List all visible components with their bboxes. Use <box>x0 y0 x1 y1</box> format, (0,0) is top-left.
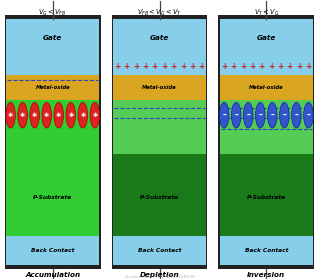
Bar <box>220 236 313 265</box>
Text: ✱: ✱ <box>32 113 37 118</box>
Text: +: + <box>296 62 302 71</box>
Text: +: + <box>258 62 265 71</box>
Bar <box>113 154 206 236</box>
Text: Accumulation: Accumulation <box>25 272 80 278</box>
Bar <box>6 19 99 74</box>
Text: ✱: ✱ <box>80 113 85 118</box>
Text: –: – <box>234 111 238 120</box>
Text: P-Substrate: P-Substrate <box>33 195 72 200</box>
Text: –: – <box>222 111 226 120</box>
Text: ✱: ✱ <box>8 113 13 118</box>
Circle shape <box>256 102 265 128</box>
Bar <box>220 19 313 74</box>
Text: +: + <box>277 62 284 71</box>
Text: Depletion: Depletion <box>140 272 179 278</box>
Text: Back Contact: Back Contact <box>31 248 74 253</box>
Text: +: + <box>170 62 177 71</box>
Bar <box>113 100 206 154</box>
Text: Inversion: Inversion <box>247 272 286 278</box>
Text: Back Contact: Back Contact <box>138 248 181 253</box>
Circle shape <box>304 102 313 128</box>
Text: $V_{FB} < V_G < V_T$: $V_{FB} < V_G < V_T$ <box>137 8 182 18</box>
Text: Gate: Gate <box>43 35 62 41</box>
Text: +: + <box>268 62 274 71</box>
Bar <box>113 74 206 100</box>
Text: shutterstock.com · 2543556039: shutterstock.com · 2543556039 <box>125 275 194 279</box>
Text: +: + <box>230 62 237 71</box>
Bar <box>113 19 206 74</box>
Text: Metal-oxide: Metal-oxide <box>249 85 284 90</box>
Circle shape <box>66 102 76 128</box>
Circle shape <box>42 102 51 128</box>
Circle shape <box>54 102 63 128</box>
Text: –: – <box>283 111 286 120</box>
Text: –: – <box>246 111 250 120</box>
Circle shape <box>268 102 277 128</box>
Bar <box>113 236 206 265</box>
Bar <box>220 154 313 236</box>
Circle shape <box>243 102 253 128</box>
Text: +: + <box>198 62 205 71</box>
Circle shape <box>18 102 27 128</box>
Circle shape <box>219 102 229 128</box>
Text: +: + <box>180 62 186 71</box>
Text: –: – <box>271 111 274 120</box>
Text: +: + <box>161 62 167 71</box>
Text: Gate: Gate <box>150 35 169 41</box>
Text: +: + <box>286 62 293 71</box>
Text: +: + <box>142 62 149 71</box>
Text: +: + <box>249 62 256 71</box>
Text: ✱: ✱ <box>56 113 61 118</box>
Circle shape <box>78 102 88 128</box>
Text: +: + <box>189 62 196 71</box>
Bar <box>220 74 313 100</box>
Text: ✱: ✱ <box>68 113 73 118</box>
Bar <box>6 236 99 265</box>
Text: $V_T < V_G$: $V_T < V_G$ <box>254 8 279 18</box>
Text: +: + <box>240 62 246 71</box>
Text: P-Substrate: P-Substrate <box>140 195 179 200</box>
Text: –: – <box>294 111 298 120</box>
Bar <box>220 100 313 154</box>
Text: P-Substrate: P-Substrate <box>247 195 286 200</box>
Bar <box>6 74 99 100</box>
Text: +: + <box>305 62 312 71</box>
Circle shape <box>279 102 289 128</box>
Text: Metal-oxide: Metal-oxide <box>142 85 177 90</box>
Text: +: + <box>152 62 158 71</box>
Text: ✱: ✱ <box>20 113 25 118</box>
Text: Gate: Gate <box>257 35 276 41</box>
Text: +: + <box>114 62 121 71</box>
Text: –: – <box>258 111 262 120</box>
Text: –: – <box>307 111 310 120</box>
Text: Metal-oxide: Metal-oxide <box>35 85 70 90</box>
Text: Back Contact: Back Contact <box>245 248 288 253</box>
Circle shape <box>90 102 100 128</box>
Circle shape <box>292 102 301 128</box>
Circle shape <box>6 102 15 128</box>
Bar <box>6 100 99 236</box>
Circle shape <box>231 102 241 128</box>
Text: +: + <box>123 62 130 71</box>
Text: +: + <box>221 62 227 71</box>
Text: +: + <box>133 62 139 71</box>
Text: $V_G < V_{FB}$: $V_G < V_{FB}$ <box>38 8 67 18</box>
Circle shape <box>30 102 40 128</box>
Text: ✱: ✱ <box>92 113 98 118</box>
Text: ✱: ✱ <box>44 113 49 118</box>
